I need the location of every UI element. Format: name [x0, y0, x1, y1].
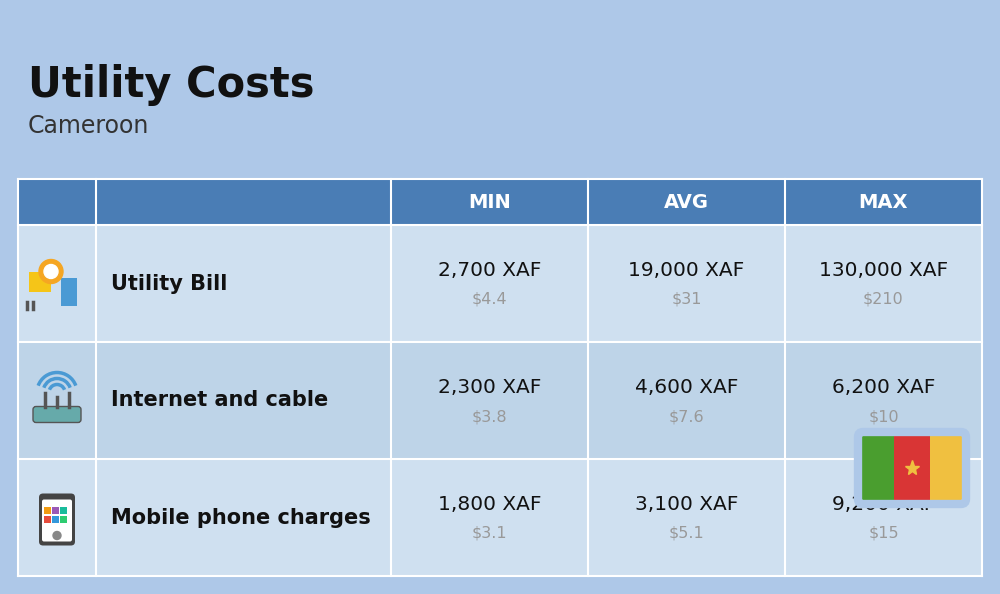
Text: $15: $15: [868, 526, 899, 541]
FancyBboxPatch shape: [33, 406, 81, 422]
Text: AVG: AVG: [664, 192, 709, 211]
Text: MAX: MAX: [859, 192, 908, 211]
Text: Utility Bill: Utility Bill: [111, 273, 227, 293]
Text: 19,000 XAF: 19,000 XAF: [628, 261, 745, 280]
Bar: [44, 507, 51, 513]
Bar: [18, 459, 982, 576]
FancyBboxPatch shape: [33, 406, 81, 422]
Bar: [930, 432, 966, 504]
Text: 2,300 XAF: 2,300 XAF: [438, 378, 541, 397]
FancyBboxPatch shape: [42, 500, 72, 542]
Text: Mobile phone charges: Mobile phone charges: [111, 507, 371, 527]
Circle shape: [39, 260, 63, 283]
Bar: [29, 271, 51, 292]
Bar: [858, 432, 894, 504]
Text: $5.1: $5.1: [669, 526, 704, 541]
Text: 4,600 XAF: 4,600 XAF: [635, 378, 738, 397]
Bar: [60, 516, 67, 523]
Text: $210: $210: [863, 292, 904, 307]
Text: $10: $10: [868, 409, 899, 424]
Text: MIN: MIN: [468, 192, 511, 211]
Text: 3,100 XAF: 3,100 XAF: [635, 495, 738, 514]
Bar: [18, 342, 982, 459]
Text: 130,000 XAF: 130,000 XAF: [819, 261, 948, 280]
Bar: [52, 507, 59, 513]
FancyBboxPatch shape: [39, 494, 75, 545]
Circle shape: [44, 264, 58, 279]
Bar: [18, 179, 982, 225]
Text: 1,800 XAF: 1,800 XAF: [438, 495, 541, 514]
Text: 6,200 XAF: 6,200 XAF: [832, 378, 935, 397]
Text: 2,700 XAF: 2,700 XAF: [438, 261, 541, 280]
Text: Utility Costs: Utility Costs: [28, 64, 314, 106]
Bar: [18, 225, 982, 342]
Circle shape: [53, 532, 61, 539]
Text: Internet and cable: Internet and cable: [111, 390, 328, 410]
Bar: [894, 432, 930, 504]
Bar: [52, 516, 59, 523]
Text: Cameroon: Cameroon: [28, 114, 149, 138]
Text: $31: $31: [671, 292, 702, 307]
Bar: [61, 277, 77, 305]
Bar: [44, 516, 51, 523]
Bar: [60, 507, 67, 513]
Text: $3.1: $3.1: [472, 526, 507, 541]
Text: $7.6: $7.6: [669, 409, 704, 424]
Text: $3.8: $3.8: [472, 409, 507, 424]
Text: $4.4: $4.4: [472, 292, 507, 307]
Text: 9,200 XAF: 9,200 XAF: [832, 495, 935, 514]
